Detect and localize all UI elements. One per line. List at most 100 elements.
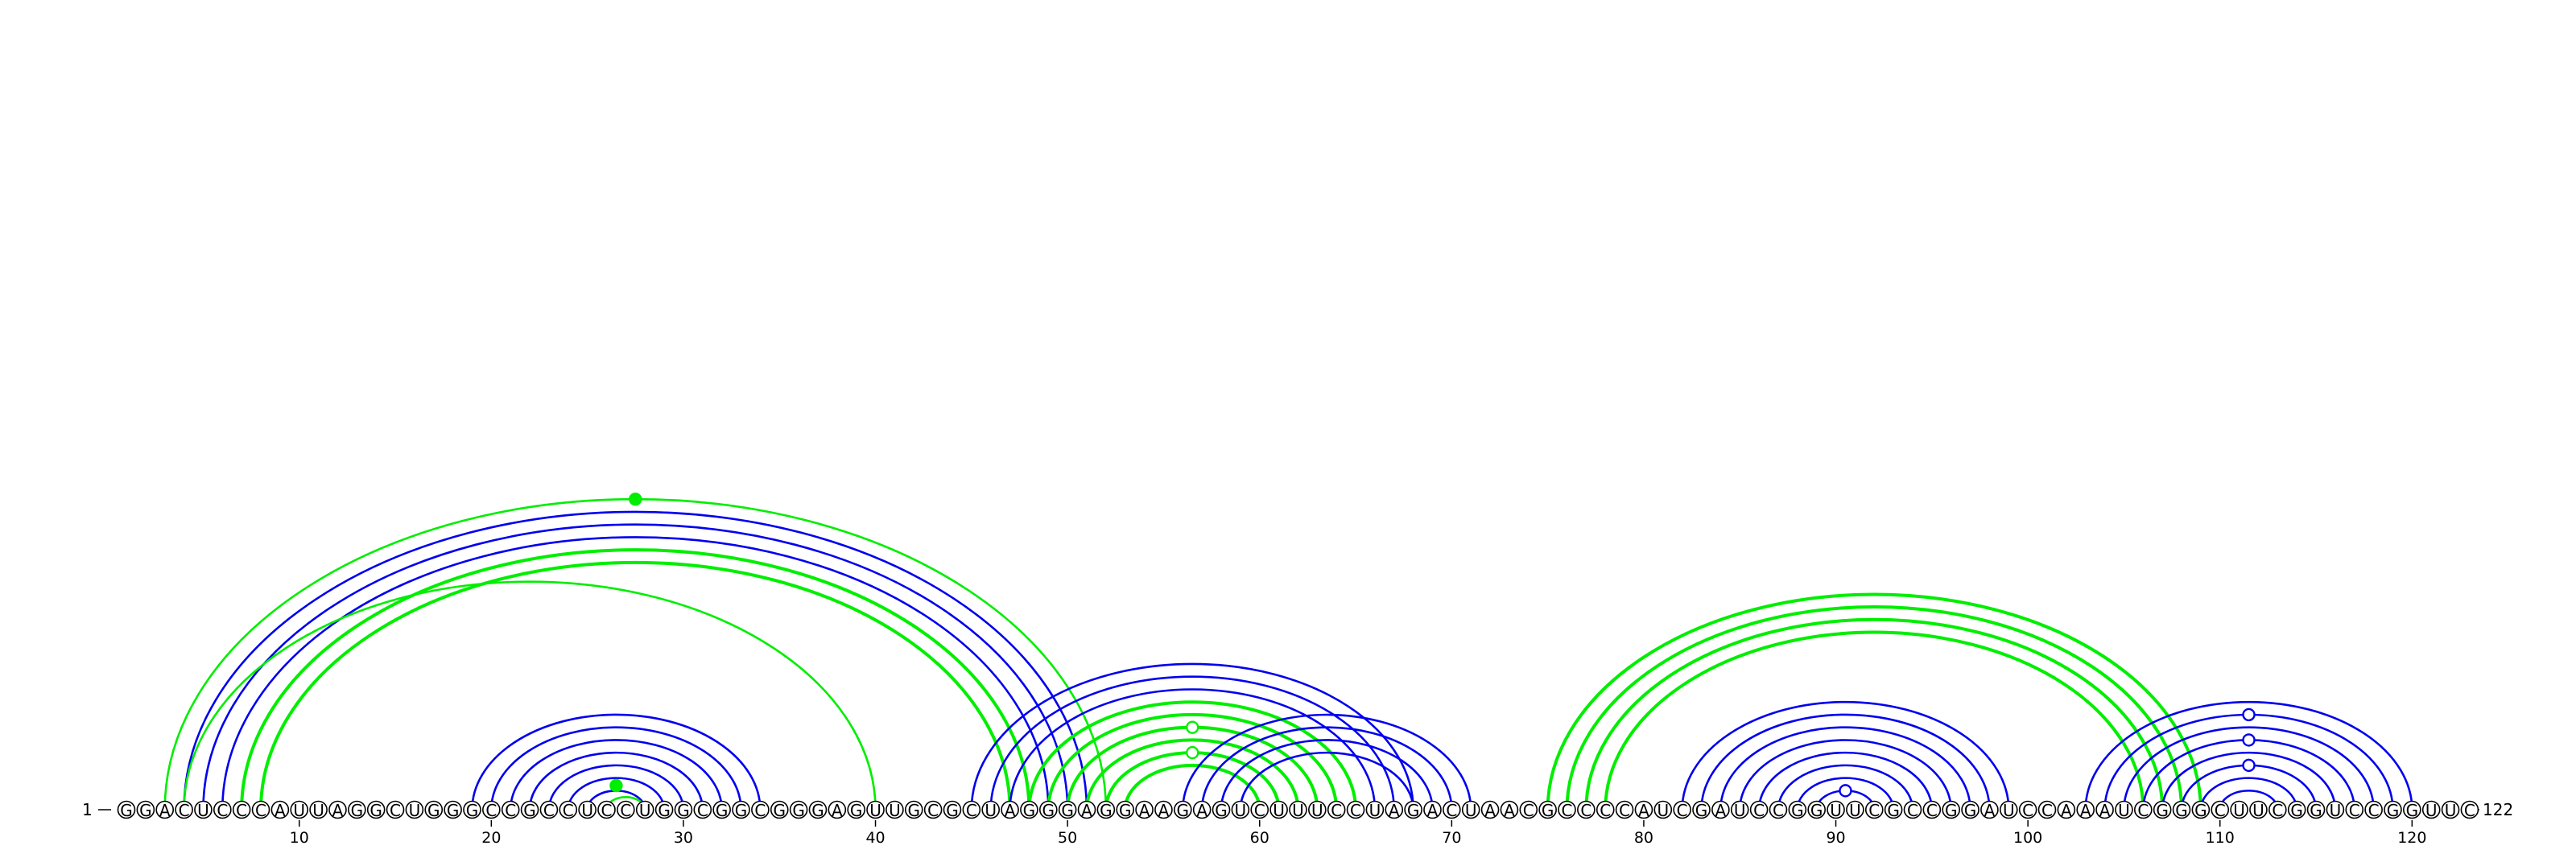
start-label: 1 (82, 800, 93, 819)
nucleotide-110 (2211, 800, 2230, 819)
nucleotide-56 (1174, 800, 1192, 819)
nucleotide-letter-111: U (2233, 801, 2245, 820)
pair-arc-6-49 (221, 536, 1050, 811)
nucleotide-letter-17: G (427, 801, 440, 820)
nucleotide-81 (1653, 800, 1673, 819)
nucleotide-47 (1001, 800, 1019, 819)
nucleotide-letter-25: U (581, 801, 593, 820)
nucleotide-87 (1769, 800, 1788, 819)
tick-label-30: 30 (674, 829, 693, 847)
nucleotide-117 (2345, 800, 2364, 819)
nucleotide-14 (366, 800, 386, 819)
pair-arc-7-48 (240, 548, 1031, 811)
nucleotide-41 (886, 800, 904, 819)
pair-arc-109-114 (2199, 777, 2298, 811)
pair-arc-3-52 (163, 497, 1108, 811)
nucleotide-93 (1884, 800, 1903, 819)
nucleotide-letter-35: G (773, 801, 786, 820)
nucleotide-29 (654, 800, 674, 819)
nucleotide-letter-24: C (563, 801, 574, 820)
nucleotide-letter-85: U (1734, 801, 1746, 820)
pair-arc-82-99 (1681, 700, 2010, 811)
pair-arc-107-116 (2161, 751, 2337, 811)
pair-arc-106-117 (2142, 739, 2356, 811)
nucleotide-letter-57: A (1196, 801, 1208, 820)
nucleotide-92 (1864, 800, 1884, 819)
nucleotide-letter-117: C (2349, 801, 2360, 820)
nucleotide-84 (1711, 800, 1730, 819)
pair-arc-105-118 (2123, 726, 2375, 811)
nucleotide-letter-18: G (447, 801, 460, 820)
nucleotide-34 (751, 800, 770, 819)
nucleotide-105 (2115, 800, 2133, 819)
nucleotide-31 (693, 800, 712, 819)
end-label: 122 (2483, 800, 2513, 819)
nucleotide-letter-67: A (1389, 801, 1400, 820)
nucleotide-letter-106: C (2137, 801, 2149, 820)
nucleotide-5 (194, 800, 213, 819)
pair-arc-8-47 (259, 560, 1012, 811)
nucleotide-letter-121: U (2425, 801, 2438, 820)
tick-label-100: 100 (2013, 829, 2042, 847)
nucleotide-letter-72: A (1484, 801, 1496, 820)
nucleotide-106 (2134, 800, 2153, 819)
pair-arc-84-97 (1719, 726, 1971, 811)
nucleotide-letter-45: C (966, 801, 977, 820)
pair-arc-45-68 (970, 662, 1414, 811)
nucleotide-65 (1346, 800, 1365, 819)
nucleotide-37 (808, 800, 828, 819)
pair-arc-21-32 (509, 739, 723, 811)
nucleotide-letter-55: A (1158, 801, 1170, 820)
nucleotide-66 (1365, 800, 1385, 819)
nucleotide-60 (1250, 800, 1269, 819)
nucleotide-letter-26: C (601, 801, 613, 820)
nucleotide-91 (1846, 800, 1864, 819)
nucleotide-letter-10: U (293, 801, 305, 820)
pair-arc-4-40 (183, 580, 877, 811)
tick-label-70: 70 (1442, 829, 1461, 847)
nucleotide-letter-88: G (1791, 801, 1804, 820)
nucleotide-3 (155, 800, 175, 819)
nucleotide-letter-54: A (1139, 801, 1150, 820)
nucleotide-letter-28: U (639, 801, 651, 820)
nucleotide-15 (386, 800, 405, 819)
pair-arc-75-109 (1546, 592, 2202, 811)
nucleotide-letter-19: G (466, 801, 479, 820)
nucleotide-23 (539, 800, 559, 819)
pair-arc-88-93 (1796, 777, 1895, 811)
nucleotide-51 (1077, 800, 1096, 819)
nucleotide-letter-52: G (1100, 801, 1113, 820)
nucleotide-letter-58: G (1215, 801, 1228, 820)
nucleotide-letter-74: C (1523, 801, 1534, 820)
nucleotide-letter-77: C (1580, 801, 1591, 820)
nucleotide-letter-23: C (543, 801, 555, 820)
nucleotide-61 (1269, 800, 1288, 819)
arc-marker (1186, 745, 1199, 760)
nucleotide-letter-2: G (139, 801, 152, 820)
pair-arc-103-120 (2084, 700, 2413, 811)
nucleotide-letter-76: C (1562, 801, 1573, 820)
nucleotide-letter-103: A (2080, 801, 2091, 820)
pair-arc-19-34 (471, 713, 762, 811)
nucleotide-letter-109: G (2194, 801, 2207, 820)
nucleotide-letter-73: A (1504, 801, 1515, 820)
tick-label-110: 110 (2206, 829, 2235, 847)
position-axis: 10 20 30 40 50 60 70 80 90 100 110 120 (290, 820, 2426, 847)
nucleotide-letter-62: U (1292, 801, 1304, 820)
arc-marker (1186, 720, 1199, 734)
nucleotide-40 (866, 800, 885, 819)
nucleotide-82 (1673, 800, 1691, 819)
nucleotide-103 (2076, 800, 2095, 819)
nucleotide-44 (943, 800, 962, 819)
nucleotide-letter-80: A (1638, 801, 1649, 820)
nucleotide-letter-63: U (1311, 801, 1323, 820)
pair-arc-58-69 (1220, 739, 1434, 811)
pair-arc-48-65 (1027, 700, 1358, 811)
nucleotide-64 (1327, 800, 1346, 819)
nucleotide-78 (1596, 800, 1615, 819)
nucleotide-letter-68: G (1407, 801, 1420, 820)
nucleotide-letter-97: G (1964, 801, 1977, 820)
nucleotide-letter-112: U (2252, 801, 2264, 820)
nucleotide-25 (578, 800, 597, 819)
